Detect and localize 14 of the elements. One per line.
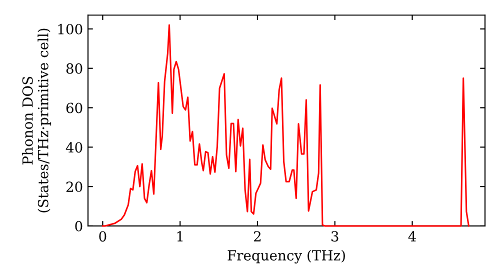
y-tick-label: 60 xyxy=(66,102,82,114)
x-tick-label: 1 xyxy=(177,231,183,242)
y-axis-title: Phonon DOS (States/THz·primitive cell) xyxy=(22,28,52,212)
x-tick-label: 2 xyxy=(254,231,261,242)
y-tick-label: 80 xyxy=(66,63,82,74)
x-tick-label: 0 xyxy=(99,231,106,242)
y-tick-label: 20 xyxy=(66,182,82,192)
x-tick-label: 4 xyxy=(408,231,416,242)
x-tick-label: 3 xyxy=(332,231,338,242)
y-tick-label: 40 xyxy=(66,142,82,153)
y-tick-label: 100 xyxy=(58,24,82,34)
y-tick-label: 0 xyxy=(75,220,82,232)
line-series xyxy=(102,24,470,227)
x-axis-title: Frequency (THz) xyxy=(228,250,345,264)
